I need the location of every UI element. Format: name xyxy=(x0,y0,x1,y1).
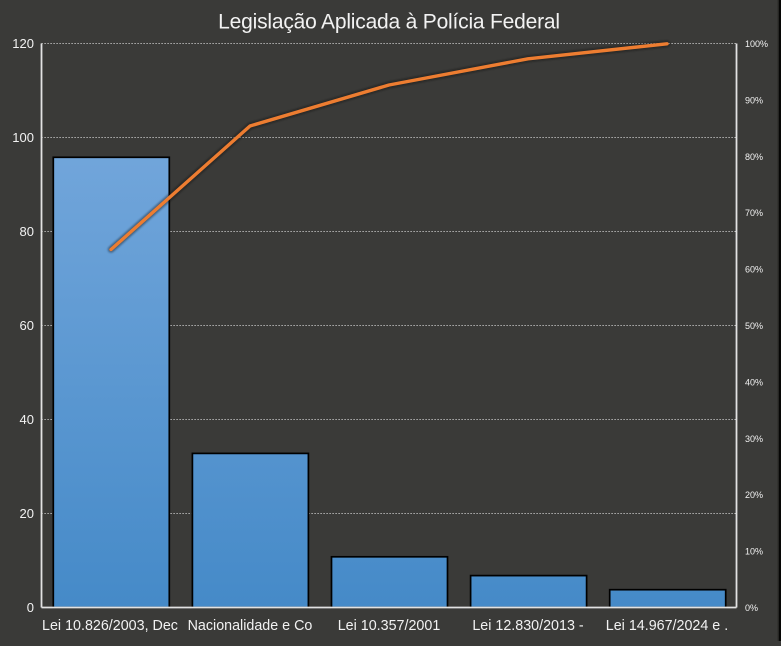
svg-text:60: 60 xyxy=(20,318,34,333)
svg-text:50%: 50% xyxy=(745,321,763,331)
svg-text:20: 20 xyxy=(20,506,34,521)
svg-text:Legislação Aplicada à Polícia: Legislação Aplicada à Polícia Federal xyxy=(218,11,560,34)
svg-text:40%: 40% xyxy=(745,377,763,387)
svg-text:90%: 90% xyxy=(745,95,763,105)
svg-text:Lei 10.826/2003, Dec: Lei 10.826/2003, Dec xyxy=(42,618,178,634)
svg-text:70%: 70% xyxy=(745,208,763,218)
svg-text:100: 100 xyxy=(12,130,34,145)
svg-text:Lei 14.967/2024 e .: Lei 14.967/2024 e . xyxy=(606,618,728,634)
svg-text:80: 80 xyxy=(20,224,34,239)
svg-text:40: 40 xyxy=(20,412,34,427)
svg-text:20%: 20% xyxy=(745,490,763,500)
svg-text:10%: 10% xyxy=(745,547,763,557)
svg-text:Nacionalidade e Co: Nacionalidade e Co xyxy=(188,618,313,634)
svg-text:30%: 30% xyxy=(745,434,763,444)
svg-text:60%: 60% xyxy=(745,265,763,275)
svg-text:Lei 10.357/2001: Lei 10.357/2001 xyxy=(338,618,441,634)
svg-text:0%: 0% xyxy=(745,603,758,613)
svg-text:80%: 80% xyxy=(745,152,763,162)
svg-text:0: 0 xyxy=(27,600,34,615)
svg-text:Lei 12.830/2013 -: Lei 12.830/2013 - xyxy=(472,618,584,634)
svg-text:100%: 100% xyxy=(745,39,768,49)
svg-text:120: 120 xyxy=(12,36,34,51)
